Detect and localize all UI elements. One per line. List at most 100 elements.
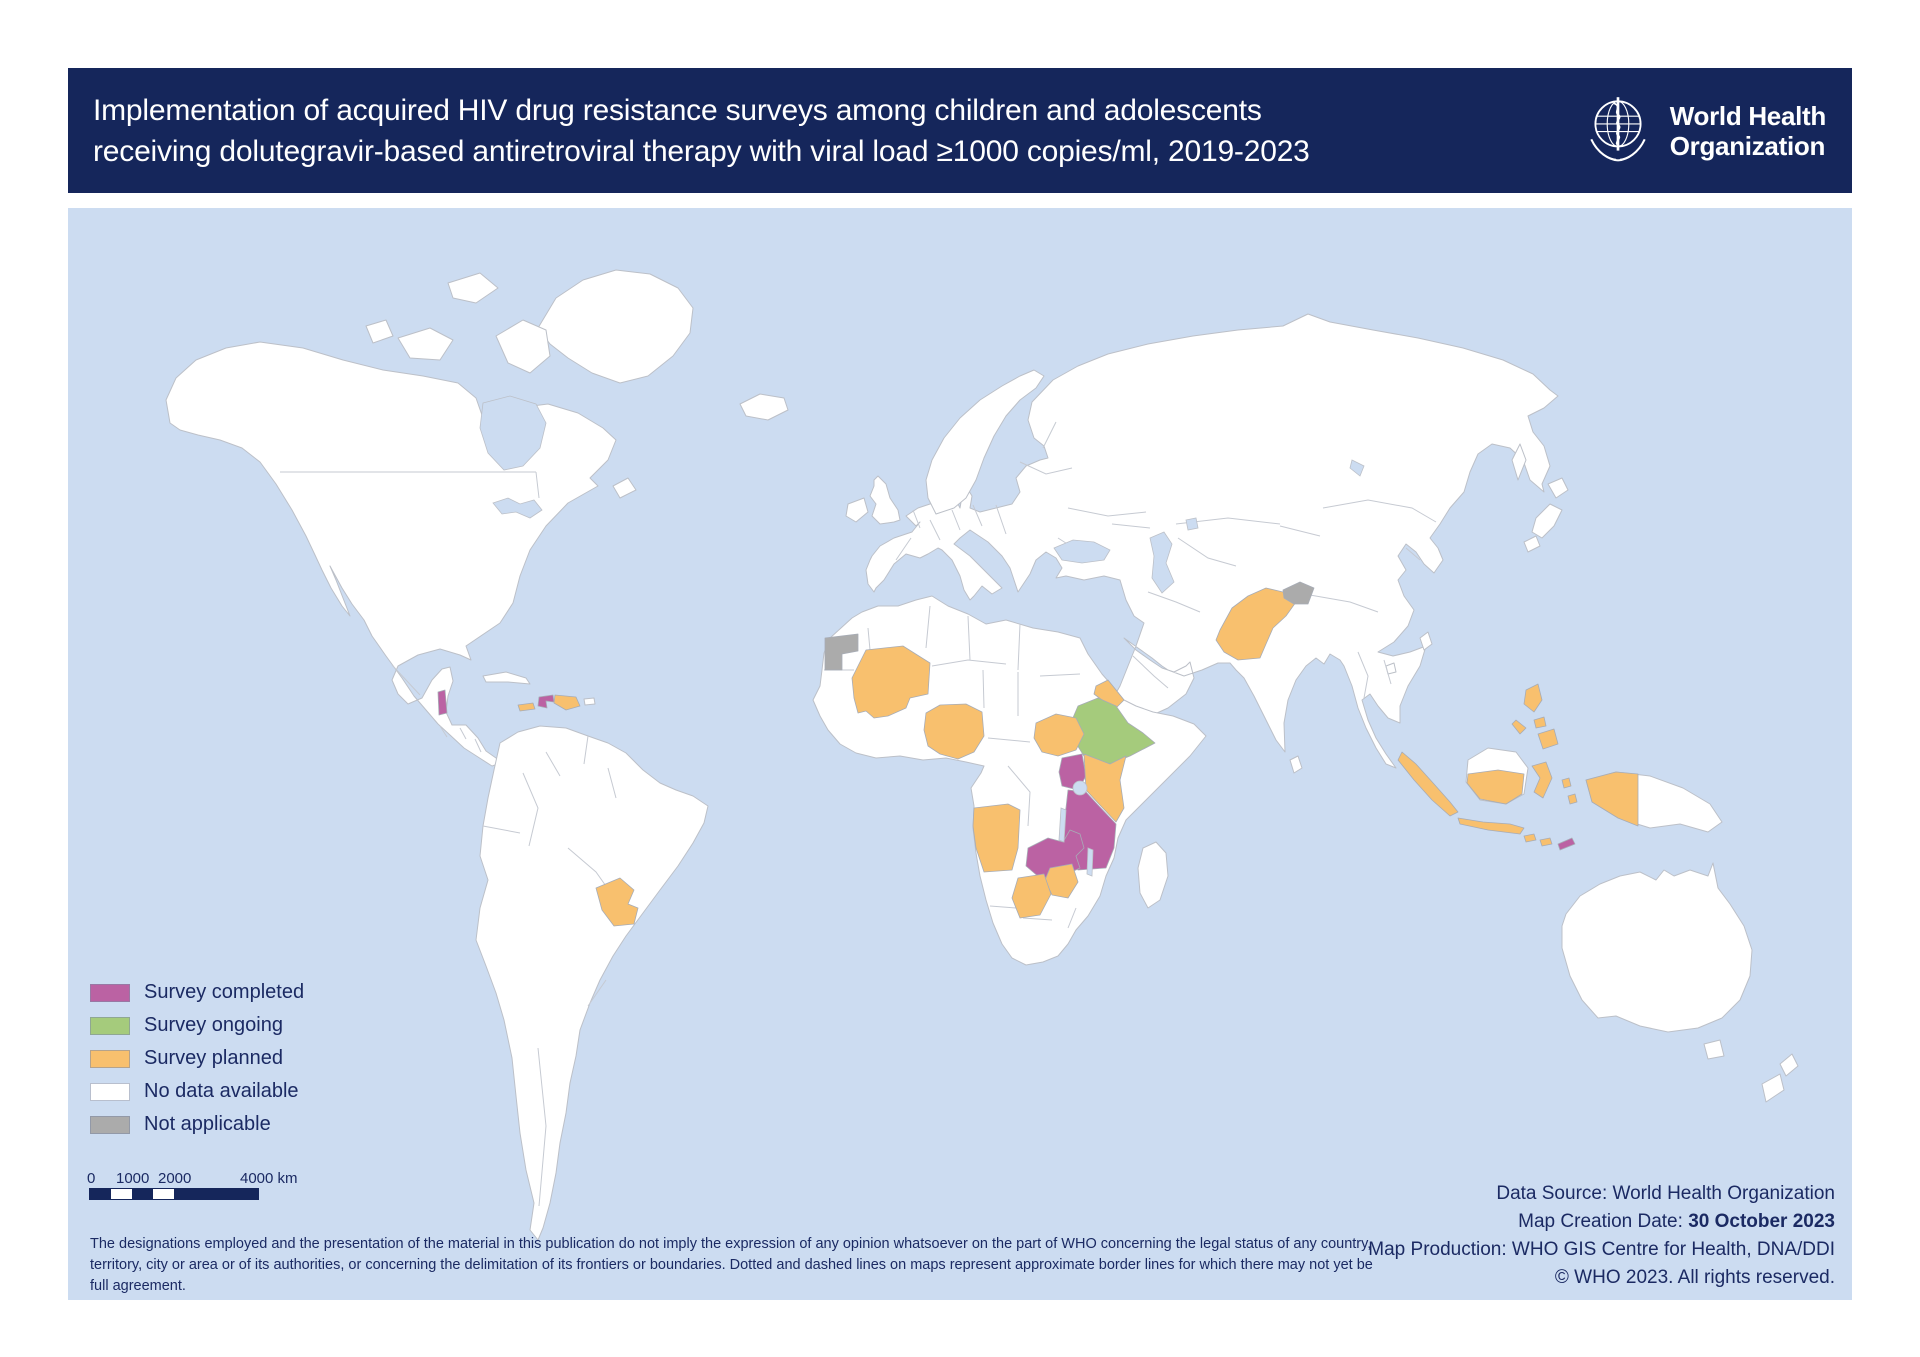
world-map — [165, 269, 1799, 1241]
legend-swatch-planned — [90, 1049, 130, 1068]
scale-label-4000km: 4000 km — [240, 1170, 298, 1187]
island-ellesmere — [447, 272, 499, 304]
disclaimer-text: The designations employed and the presen… — [90, 1236, 1373, 1294]
country-dominican-republic — [553, 694, 581, 711]
legend-swatch-nodata — [90, 1082, 130, 1101]
country-western-sahara — [824, 633, 859, 671]
who-logo: World Health Organization — [1580, 90, 1826, 171]
legend-label-completed: Survey completed — [144, 981, 305, 1003]
island-new-zealand-south — [1761, 1073, 1785, 1103]
country-philippines-palawan — [1511, 719, 1527, 735]
credit-map-creation: Map Creation Date: 30 October 2023 — [1368, 1208, 1835, 1236]
credit-map-creation-prefix: Map Creation Date: — [1518, 1211, 1689, 1232]
landmass-scandinavia — [925, 369, 1045, 515]
country-philippines-mindanao — [1537, 728, 1559, 750]
scale-bar-labels: 0 1000 2000 4000 km — [87, 1170, 330, 1189]
credits-block: Data Source: World Health Organization M… — [1368, 1180, 1835, 1292]
legend-swatch-na — [90, 1115, 130, 1134]
country-belize — [437, 689, 448, 716]
water-overlays — [479, 395, 1365, 877]
country-kenya — [1083, 753, 1127, 823]
island-victoria — [397, 327, 454, 361]
legend-label-nodata: No data available — [144, 1080, 299, 1102]
black-sea — [1053, 539, 1111, 564]
country-pakistan — [1215, 587, 1297, 661]
island-cuba — [482, 671, 531, 685]
country-mali — [851, 645, 931, 719]
island-honshu — [1531, 503, 1563, 539]
credit-data-source: Data Source: World Health Organization — [1496, 1183, 1835, 1204]
scale-segment — [132, 1189, 153, 1199]
landmass-eurasia — [865, 313, 1559, 769]
lake-malawi — [1086, 847, 1094, 877]
legend-swatch-completed — [90, 983, 130, 1002]
surveyed-countries — [437, 581, 1639, 927]
credit-map-creation-date: 30 October 2023 — [1688, 1211, 1835, 1232]
country-jamaica — [517, 702, 536, 712]
island-baffin — [495, 319, 551, 374]
island-taiwan — [1419, 631, 1433, 651]
country-nigeria — [923, 703, 985, 760]
who-logo-line1: World Health — [1669, 100, 1827, 131]
legend-item-completed: Survey completed — [90, 976, 304, 1009]
country-haiti — [537, 694, 555, 709]
island-iceland — [739, 393, 789, 421]
island-sakhalin — [1511, 443, 1527, 481]
legend-label-na: Not applicable — [144, 1113, 271, 1135]
legend-label-ongoing: Survey ongoing — [144, 1014, 283, 1036]
island-newfoundland — [612, 477, 637, 499]
country-indonesia-sulawesi — [1531, 761, 1553, 799]
scale-bar: 0 1000 2000 4000 km — [87, 1170, 330, 1200]
scale-label-0: 0 — [87, 1170, 96, 1187]
country-indonesia-lesser-sunda — [1523, 833, 1553, 847]
island-madagascar — [1137, 841, 1169, 909]
island-new-zealand-north — [1779, 1053, 1799, 1077]
country-angola — [972, 803, 1021, 873]
caspian-sea — [1149, 531, 1175, 594]
island-sri-lanka — [1289, 755, 1303, 774]
legend-item-ongoing: Survey ongoing — [90, 1009, 304, 1042]
legend-item-nodata: No data available — [90, 1075, 304, 1108]
country-timor-leste — [1557, 837, 1576, 851]
scale-segment — [111, 1189, 132, 1199]
island-kyushu — [1523, 535, 1541, 553]
country-jammu-kashmir — [1282, 581, 1315, 605]
map-canvas: Survey completed Survey ongoing Survey p… — [68, 208, 1852, 1300]
island-great-britain — [869, 475, 901, 525]
island-tasmania — [1703, 1039, 1725, 1060]
credit-map-production: Map Production: WHO GIS Centre for Healt… — [1368, 1239, 1835, 1260]
country-indonesia-kalimantan — [1466, 769, 1525, 805]
legend-item-planned: Survey planned — [90, 1042, 304, 1075]
credit-copyright: © WHO 2023. All rights reserved. — [1554, 1267, 1835, 1288]
who-logo-text: World Health Organization — [1669, 100, 1827, 161]
country-indonesia-java — [1457, 817, 1525, 835]
island-hokkaido — [1547, 477, 1569, 499]
landmass-north-america — [165, 341, 617, 767]
map-title-line1: Implementation of acquired HIV drug resi… — [93, 93, 1262, 127]
scale-label-1000: 1000 — [116, 1170, 150, 1187]
legend-label-planned: Survey planned — [144, 1047, 283, 1069]
country-philippines-visayas — [1533, 716, 1547, 729]
scale-segment — [174, 1189, 258, 1199]
great-lakes — [492, 497, 543, 519]
hudson-bay — [479, 395, 547, 471]
lake-victoria — [1072, 780, 1088, 796]
scale-label-2000: 2000 — [158, 1170, 192, 1187]
island-puerto-rico — [583, 697, 596, 706]
landmasses — [165, 269, 1799, 1241]
legend-swatch-ongoing — [90, 1016, 130, 1035]
country-south-sudan — [1033, 713, 1085, 757]
island-banks — [365, 319, 394, 344]
country-indonesia-west-papua — [1585, 771, 1639, 827]
country-philippines-luzon — [1523, 683, 1543, 713]
landmass-greenland — [537, 269, 694, 384]
country-botswana — [1011, 873, 1052, 919]
country-indonesia-sumatra — [1397, 751, 1459, 817]
lake-baikal — [1349, 459, 1365, 477]
country-paraguay — [595, 877, 639, 927]
scale-bar-track — [89, 1188, 259, 1200]
aral-sea — [1185, 517, 1199, 531]
who-logo-line2: Organization — [1669, 130, 1826, 161]
country-indonesia-moluccas — [1561, 777, 1578, 805]
header-bar: Implementation of acquired HIV drug resi… — [68, 68, 1852, 193]
